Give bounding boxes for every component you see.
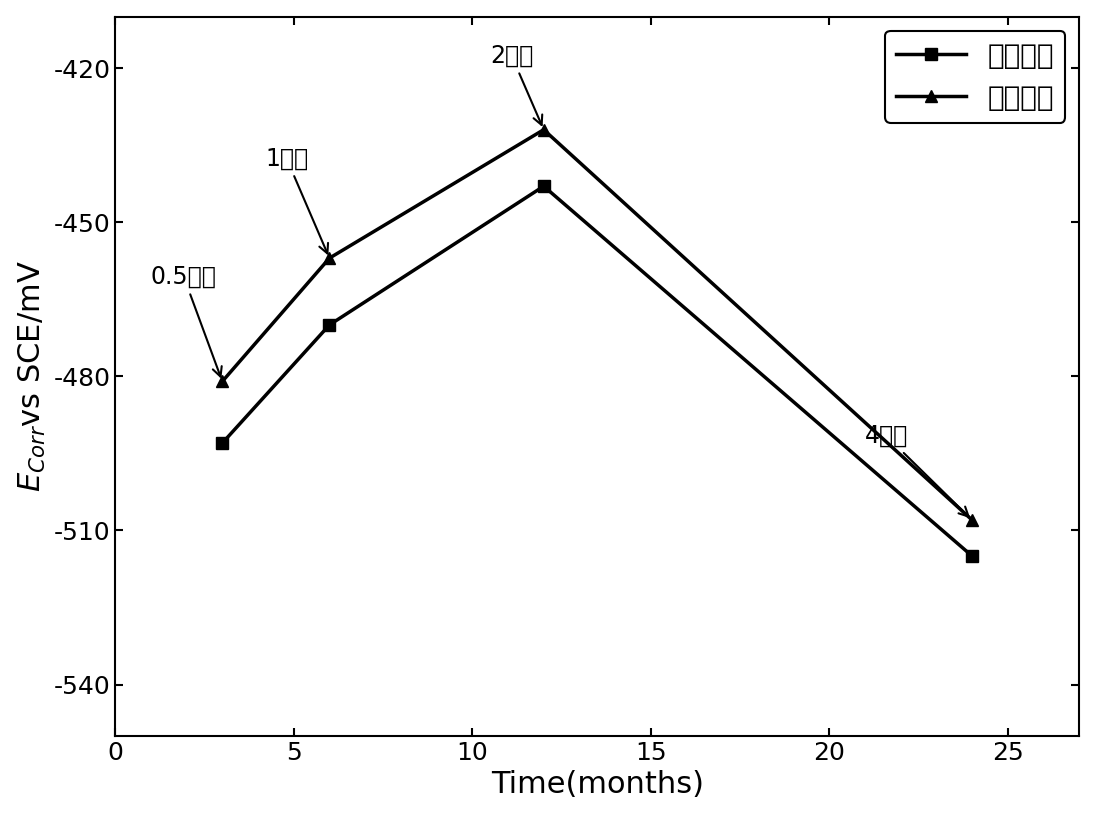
室内加速 [216,376,229,386]
Text: 0.5周期: 0.5周期 [151,265,221,377]
室外暴露 [323,320,336,330]
Y-axis label: $E_{Corr}$vs SCE/mV: $E_{Corr}$vs SCE/mV [16,260,48,492]
Line: 室内加速: 室内加速 [216,123,979,526]
X-axis label: Time(months): Time(months) [491,770,704,800]
室外暴露 [537,181,550,191]
Text: 4周期: 4周期 [865,424,969,517]
室内加速 [323,253,336,263]
室内加速 [966,515,979,525]
Text: 1周期: 1周期 [265,147,328,254]
室内加速 [537,125,550,135]
Line: 室外暴露: 室外暴露 [216,180,979,562]
室外暴露 [966,552,979,561]
Legend: 室外暴露, 室内加速: 室外暴露, 室内加速 [886,30,1065,122]
Text: 2周期: 2周期 [490,44,543,125]
室外暴露 [216,438,229,448]
